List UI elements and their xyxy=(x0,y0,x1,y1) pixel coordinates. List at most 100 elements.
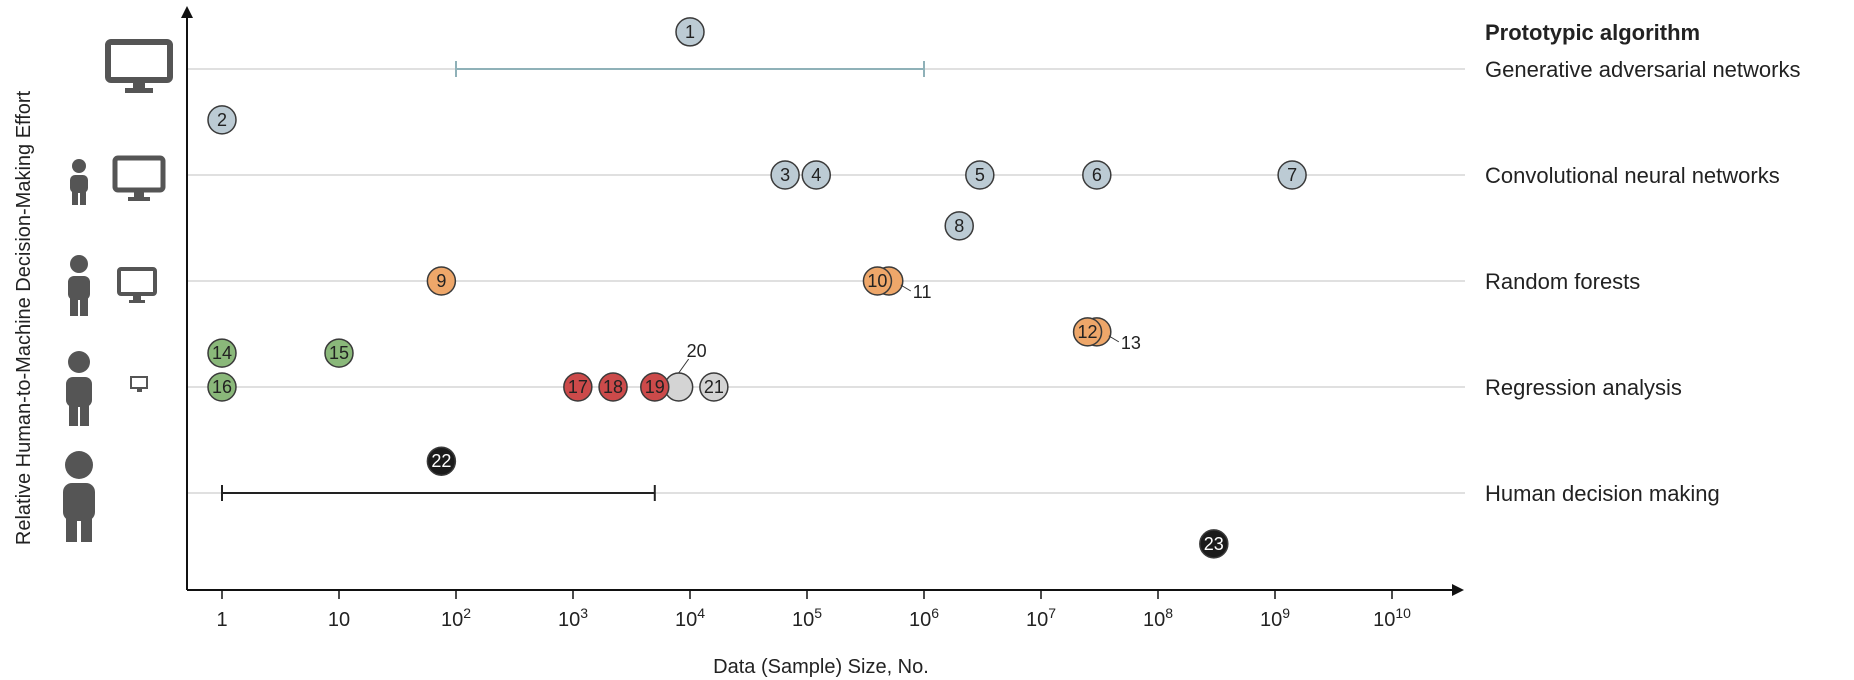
point-label: 11 xyxy=(913,282,932,302)
x-tick-label: 10 xyxy=(328,609,350,631)
effort-icons xyxy=(63,39,173,542)
point-label: 23 xyxy=(1204,534,1224,554)
person-icon xyxy=(68,255,90,316)
point-marker xyxy=(207,105,237,135)
category-label: Human decision making xyxy=(1485,481,1720,506)
data-point: 21 xyxy=(699,372,729,402)
point-marker xyxy=(640,372,670,402)
person-icon xyxy=(63,451,95,542)
point-label: 9 xyxy=(436,271,446,291)
x-tick-label: 104 xyxy=(675,605,705,631)
point-marker xyxy=(1277,160,1307,190)
point-marker xyxy=(426,446,457,476)
person-icon xyxy=(70,159,88,205)
point-label: 14 xyxy=(212,343,232,363)
range-bars xyxy=(221,61,925,501)
x-tick-label: 107 xyxy=(1026,605,1056,631)
data-point: 22 xyxy=(426,446,457,476)
data-point: 4 xyxy=(801,160,832,190)
point-label: 20 xyxy=(687,341,707,361)
data-point: 19 xyxy=(640,372,670,402)
category-label: Regression analysis xyxy=(1485,375,1682,400)
point-marker xyxy=(965,160,995,190)
data-point: 6 xyxy=(1082,160,1112,190)
data-point: 7 xyxy=(1277,160,1307,190)
point-label: 2 xyxy=(217,110,227,130)
data-point: 16 xyxy=(207,372,237,402)
x-tick-label: 103 xyxy=(558,605,588,631)
x-axis-title: Data (Sample) Size, No. xyxy=(713,656,929,678)
point-marker xyxy=(598,372,628,402)
x-ticks: 1 10 102 103 104 105 106 107 108 109 1010 xyxy=(216,590,1411,631)
point-label: 10 xyxy=(867,271,887,291)
x-tick-label: 109 xyxy=(1260,605,1290,631)
category-gridlines xyxy=(187,68,1465,494)
point-label: 13 xyxy=(1121,333,1141,353)
leader-line xyxy=(678,358,690,374)
point-label: 7 xyxy=(1287,165,1297,185)
category-label: Generative adversarial networks xyxy=(1485,57,1800,82)
point-marker xyxy=(1082,160,1112,190)
point-label: 16 xyxy=(212,377,232,397)
x-tick-label: 106 xyxy=(909,605,939,631)
y-axis-arrow xyxy=(181,6,193,18)
data-point: 10 xyxy=(862,266,893,296)
category-labels: Prototypic algorithm Generative adversar… xyxy=(1485,20,1800,506)
person-icon xyxy=(66,351,92,426)
axes xyxy=(181,6,1464,596)
point-marker xyxy=(699,372,729,402)
point-label: 18 xyxy=(603,377,623,397)
x-tick-label: 1 xyxy=(216,609,227,631)
monitor-icon xyxy=(130,376,148,392)
x-tick-label: 1010 xyxy=(1373,605,1411,631)
data-point: 2 xyxy=(207,105,237,135)
data-point: 1 xyxy=(675,17,705,47)
point-marker xyxy=(207,338,237,368)
leader-line xyxy=(900,284,912,292)
y-axis-title: Relative Human-to-Machine Decision-Makin… xyxy=(13,90,35,545)
point-marker xyxy=(426,266,457,296)
data-point: 14 xyxy=(207,338,237,368)
point-marker xyxy=(324,338,354,368)
monitor-icon xyxy=(112,155,166,201)
point-marker xyxy=(207,372,237,402)
point-label: 21 xyxy=(704,377,724,397)
data-point: 3 xyxy=(770,160,800,190)
data-point: 17 xyxy=(563,372,593,402)
point-marker xyxy=(770,160,800,190)
legend-title: Prototypic algorithm xyxy=(1485,20,1700,45)
x-tick-label: 105 xyxy=(792,605,822,631)
point-label: 15 xyxy=(329,343,349,363)
point-label: 3 xyxy=(780,165,790,185)
point-label: 6 xyxy=(1092,165,1102,185)
point-label: 17 xyxy=(568,377,588,397)
point-label: 8 xyxy=(954,216,964,236)
point-marker xyxy=(675,17,705,47)
point-label: 1 xyxy=(685,22,695,42)
point-marker xyxy=(563,372,593,402)
point-marker xyxy=(1199,529,1229,559)
x-tick-label: 102 xyxy=(441,605,471,631)
point-marker xyxy=(801,160,832,190)
point-marker xyxy=(862,266,893,296)
monitor-icon xyxy=(105,39,173,93)
point-label: 4 xyxy=(811,165,821,185)
point-label: 12 xyxy=(1078,322,1098,342)
data-point: 8 xyxy=(944,211,974,241)
data-point: 18 xyxy=(598,372,628,402)
category-label: Random forests xyxy=(1485,269,1640,294)
point-marker xyxy=(1072,317,1103,347)
data-point: 23 xyxy=(1199,529,1229,559)
data-point: 9 xyxy=(426,266,457,296)
point-label: 5 xyxy=(975,165,985,185)
monitor-icon xyxy=(117,267,157,303)
point-marker xyxy=(944,211,974,241)
data-point: 12 xyxy=(1072,317,1103,347)
data-point: 15 xyxy=(324,338,354,368)
point-label: 19 xyxy=(645,377,665,397)
point-label: 22 xyxy=(431,451,451,471)
category-label: Convolutional neural networks xyxy=(1485,163,1780,188)
x-tick-label: 108 xyxy=(1143,605,1173,631)
